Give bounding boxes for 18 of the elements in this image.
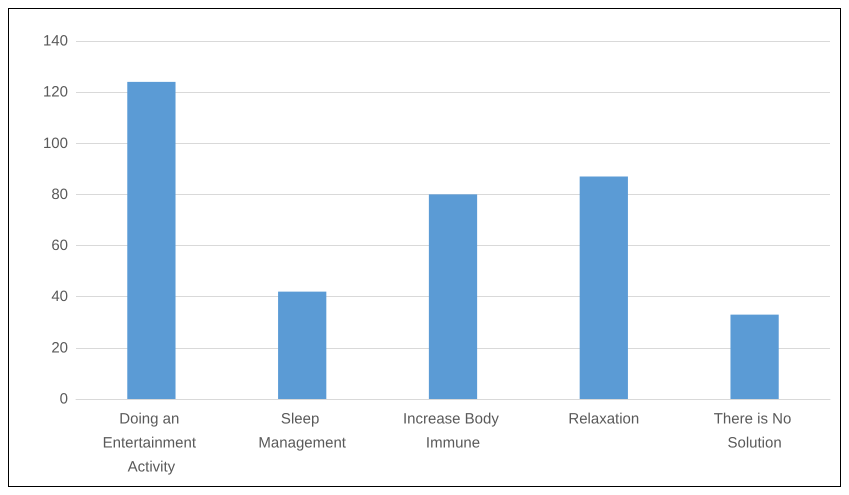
- y-tick-label: 60: [51, 237, 68, 254]
- x-tick-label: Sleep Management: [258, 410, 347, 452]
- y-tick-label: 0: [60, 390, 68, 408]
- x-tick-label: Increase Body Immune: [402, 410, 504, 452]
- bar: [580, 176, 628, 399]
- y-tick-label: 20: [51, 339, 68, 356]
- y-tick-label: 120: [42, 84, 68, 101]
- bar: [428, 194, 478, 399]
- y-tick-label: 80: [51, 186, 68, 203]
- bar: [127, 82, 176, 399]
- y-tick-label: 140: [42, 32, 68, 50]
- x-tick-label: Doing an Entertainment Activity: [102, 410, 200, 476]
- y-tick-label: 40: [51, 288, 68, 306]
- x-tick-label: There is No Solution: [714, 410, 796, 452]
- y-tick-label: 100: [42, 134, 68, 152]
- bar: [278, 292, 326, 399]
- bar: [730, 314, 779, 399]
- x-tick-label: Relaxation: [568, 410, 640, 428]
